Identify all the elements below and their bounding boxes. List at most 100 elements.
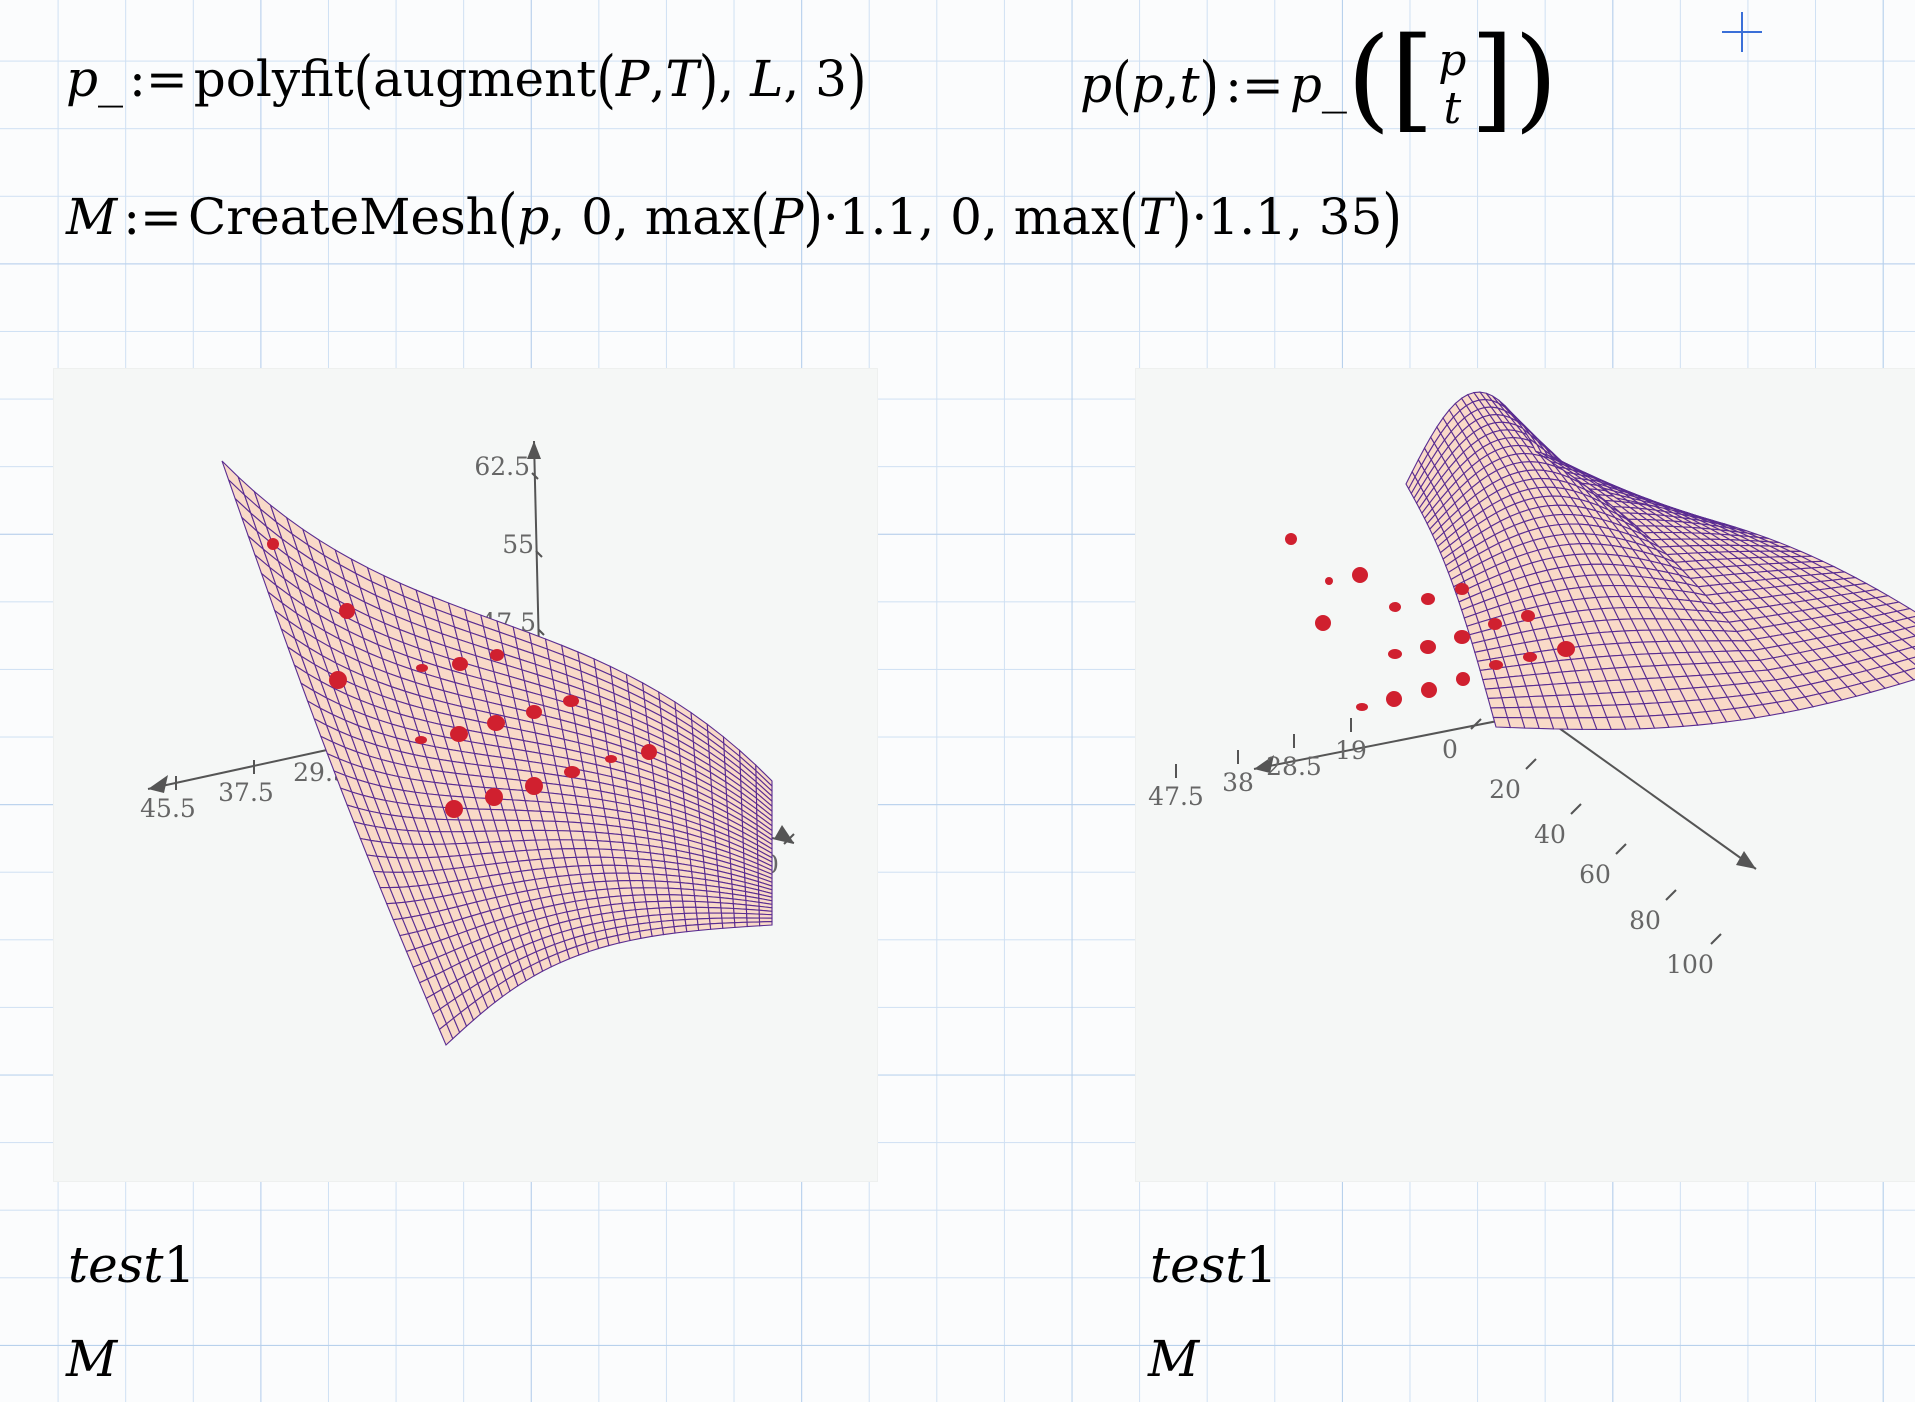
right-plot-right-tick-label: 20: [1489, 775, 1521, 804]
right-plot-mesh-cell: [1893, 617, 1915, 630]
left-plot-mesh-cell: [638, 928, 653, 939]
left-plot-scatter-point: [339, 603, 355, 619]
left-plot-mesh-cell: [627, 930, 642, 942]
left-plot-z-tick-label: 62.5: [474, 452, 530, 481]
left-plot-mesh-cell: [587, 856, 604, 867]
right-plot-scatter-point: [1356, 703, 1368, 711]
insertion-crosshair-icon[interactable]: [1722, 12, 1762, 52]
right-plot-right-tick-label: 0: [1442, 735, 1458, 764]
eq2-lhs-func: p: [1080, 56, 1113, 114]
eq1-arg-l: L: [750, 50, 784, 108]
right-plot-left-axis-arrow: [1254, 755, 1274, 773]
left-plot-mesh-cell: [605, 880, 621, 890]
right-plot-scatter-point: [1285, 533, 1297, 545]
left-plot-mesh-cell: [695, 906, 710, 914]
left-plot-scatter-point: [526, 705, 542, 719]
left-plot-mesh-cell: [682, 906, 698, 915]
left-plot-z-axis-arrow: [527, 441, 541, 459]
eq3-func: CreateMesh: [187, 188, 498, 246]
left-plot-mesh-cell: [721, 922, 736, 929]
left-plot-mesh-cell: [641, 880, 657, 889]
left-plot-mesh-cell: [612, 856, 628, 867]
eq3-arg-pmin: 0: [581, 188, 613, 246]
left-plot-mesh-cell: [733, 912, 748, 919]
right-plot-scatter-point: [1557, 641, 1575, 657]
left-plot-left-tick-label: 45.5: [140, 794, 196, 823]
left-plot-mesh-cell: [630, 887, 646, 896]
left-trace-label-m[interactable]: M: [66, 1330, 118, 1388]
p-function-definition[interactable]: p(p, t):= p_ ([ p t ]): [1080, 14, 1558, 144]
eq3-lhs: M: [66, 188, 118, 246]
eq3-max-fn-2: max: [1013, 188, 1120, 246]
right-plot-scatter-point: [1315, 615, 1331, 631]
left-plot-scatter-point: [525, 777, 543, 795]
right-plot-right-tick-label: 80: [1629, 906, 1661, 935]
eq2-vector-bottom: t: [1443, 83, 1462, 134]
left-plot-mesh-cell: [626, 865, 642, 875]
right-plot-scatter-point: [1488, 618, 1502, 630]
right-plot-scatter-point: [1523, 652, 1537, 662]
left-plot-scatter-point: [416, 664, 428, 672]
right-plot-left-tick-label: 47.5: [1148, 782, 1204, 811]
left-plot-mesh-cell: [707, 906, 723, 914]
createmesh-definition[interactable]: M:= CreateMesh(p, 0, max(P)·1.1, 0, max(T…: [66, 180, 1402, 254]
left-plot-mesh-cell: [632, 894, 647, 904]
left-plot-mesh-cell: [734, 921, 748, 928]
right-plot-right-tick: [1470, 718, 1482, 730]
right-plot-mesh-cell: [1893, 658, 1915, 672]
left-plot-mesh-cell: [642, 887, 658, 896]
polyfit-definition[interactable]: p_:= polyfit(augment(P,T), L, 3): [66, 42, 867, 116]
eq2-lhs-arg-t: t: [1179, 56, 1200, 114]
left-plot-mesh-cell: [758, 921, 773, 927]
left-plot-scatter-point: [641, 744, 657, 760]
left-plot-mesh-cell: [601, 864, 617, 874]
right-plot-mesh-cell: [1907, 656, 1915, 666]
left-plot-mesh-cell: [615, 872, 631, 882]
left-plot-scatter-point: [564, 766, 580, 778]
left-plot-mesh-cell: [644, 894, 659, 903]
right-plot-right-tick: [1665, 889, 1677, 901]
left-plot-mesh-cell: [668, 894, 684, 902]
right-plot-mesh-cell: [1903, 667, 1915, 681]
right-plot-scatter-point: [1454, 630, 1470, 644]
right-plot-mesh-cell: [1895, 607, 1915, 619]
left-plot-mesh-cell: [656, 894, 671, 902]
left-plot-mesh-cell: [585, 848, 602, 858]
right-trace-label-m[interactable]: M: [1148, 1330, 1200, 1388]
right-plot-right-tick: [1525, 758, 1537, 770]
eq2-vector: ([ p t ]): [1346, 14, 1558, 144]
left-plot-mesh-cell: [580, 822, 597, 833]
left-plot-scatter-point: [267, 538, 279, 550]
left-plot-scatter-point: [445, 800, 463, 818]
left-plot-mesh-cell: [639, 865, 655, 875]
right-plot-mesh-cell: [1890, 627, 1915, 641]
left-plot-mesh-cell: [650, 927, 665, 937]
left-plot-scatter-point: [329, 671, 347, 689]
left-trace-label-test1[interactable]: test1: [68, 1236, 196, 1294]
left-plot-mesh-cell: [625, 857, 641, 867]
eq1-arg-t: T: [665, 50, 699, 108]
left-plot-scatter-point: [490, 649, 504, 661]
left-plot-mesh-cell: [657, 900, 672, 909]
right-trace-label-test1[interactable]: test1: [1150, 1236, 1278, 1294]
left-plot-mesh-cell: [661, 926, 676, 936]
left-plot-mesh-cell: [591, 872, 607, 883]
right-plot-scatter-point: [1389, 602, 1401, 612]
left-plot-mesh-cell: [629, 880, 645, 889]
left-plot-mesh-cell: [610, 848, 627, 859]
right-plot-mesh-cell: [1897, 646, 1915, 660]
left-plot-mesh-cell: [746, 913, 760, 919]
left-plot-mesh-cell: [654, 880, 670, 889]
left-plot-left-axis-arrow: [148, 775, 168, 793]
left-plot-mesh-cell: [685, 924, 700, 933]
left-plot-mesh-cell: [746, 921, 761, 928]
left-plot-mesh-cell: [640, 872, 656, 882]
left-plot-scatter-point: [487, 715, 505, 731]
eq3-mult-1: 1.1: [838, 188, 919, 246]
left-plot-left-tick-label: 37.5: [218, 778, 274, 807]
eq1-arg-degree: 3: [815, 50, 847, 108]
